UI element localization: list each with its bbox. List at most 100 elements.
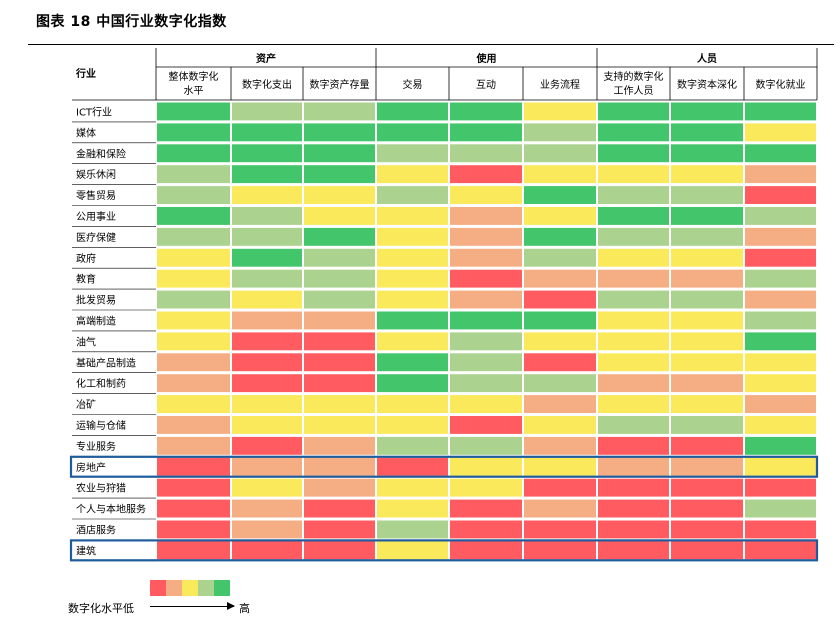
heatmap-cell — [304, 541, 375, 560]
legend-swatch-3 — [182, 580, 198, 596]
heatmap-cell — [304, 332, 375, 351]
heatmap-cell — [304, 248, 375, 267]
heatmap-cell — [232, 520, 302, 539]
heatmap-cell — [598, 541, 669, 560]
heatmap-cell — [304, 416, 375, 434]
heatmap-cell — [304, 144, 375, 163]
heatmap-cell — [232, 311, 302, 330]
heatmap-cell — [598, 353, 669, 372]
heatmap-cell — [598, 144, 669, 163]
heatmap-cell — [598, 478, 669, 497]
column-label: 数字化就业 — [756, 78, 806, 91]
heatmap-cell — [598, 290, 669, 309]
heatmap-cell — [745, 374, 816, 393]
heatmap-cell — [304, 290, 375, 309]
heatmap-cell — [671, 499, 743, 518]
heatmap-cell — [157, 374, 230, 393]
heatmap-cell — [232, 395, 302, 413]
heatmap-cell — [598, 186, 669, 204]
heatmap-cell — [745, 457, 816, 476]
heatmap-cell — [450, 374, 522, 393]
heatmap-cell — [450, 102, 522, 121]
heatmap-cell — [671, 541, 743, 560]
heatmap-cell — [157, 227, 230, 246]
heatmap-cell — [232, 227, 302, 246]
heatmap-cell — [157, 457, 230, 476]
heatmap-cell — [745, 353, 816, 372]
row-label: 教育 — [76, 273, 96, 286]
heatmap-cell — [232, 353, 302, 372]
row-label: 冶矿 — [76, 398, 96, 411]
row-label: 医疗保健 — [76, 231, 116, 244]
column-label: 支持的数字化 — [604, 70, 664, 83]
heatmap-cell — [745, 102, 816, 121]
heatmap-cell — [671, 332, 743, 351]
heatmap-cell — [745, 269, 816, 288]
heatmap-cell — [524, 499, 596, 518]
heatmap-cell — [671, 248, 743, 267]
heatmap-cell — [671, 311, 743, 330]
legend-arrow — [150, 602, 235, 610]
heatmap-cell — [377, 248, 448, 267]
heatmap-cell — [377, 144, 448, 163]
heatmap-cell — [232, 457, 302, 476]
heatmap-cell — [671, 520, 743, 539]
heatmap-cell — [745, 520, 816, 539]
heatmap-cell — [745, 416, 816, 434]
heatmap-cell — [377, 102, 448, 121]
heatmap-cell — [232, 102, 302, 121]
heatmap-cell — [671, 165, 743, 184]
heatmap-cell — [157, 520, 230, 539]
row-label: 零售贸易 — [76, 189, 116, 202]
chart-title: 图表 18 中国行业数字化指数 — [36, 14, 227, 30]
heatmap-cell — [745, 499, 816, 518]
heatmap-cell — [232, 144, 302, 163]
heatmap-cell — [232, 207, 302, 225]
legend-swatches — [150, 580, 230, 596]
heatmap-cell — [450, 395, 522, 413]
row-label: 酒店服务 — [76, 524, 116, 537]
heatmap-cell — [598, 165, 669, 184]
row-label: 媒体 — [76, 127, 96, 139]
heatmap-cell — [157, 269, 230, 288]
heatmap-cell — [524, 123, 596, 142]
heatmap-cell — [304, 311, 375, 330]
heatmap-cell — [304, 395, 375, 413]
heatmap-cell — [598, 520, 669, 539]
heatmap-cell — [524, 395, 596, 413]
heatmap-cell — [304, 499, 375, 518]
heatmap-cell — [598, 332, 669, 351]
row-label: 个人与本地服务 — [76, 503, 146, 516]
heatmap-cell — [671, 227, 743, 246]
row-label: 高端制造 — [76, 315, 116, 328]
heatmap-cell — [377, 478, 448, 497]
heatmap-cell — [671, 457, 743, 476]
heatmap-cell — [377, 311, 448, 330]
title-rule — [28, 44, 834, 45]
column-group-label: 人员 — [697, 52, 717, 65]
column-label: 互动 — [476, 79, 496, 91]
heatmap-cell — [304, 520, 375, 539]
row-label: 娱乐休闲 — [76, 168, 116, 181]
heatmap-cell — [232, 248, 302, 267]
heatmap-cell — [157, 102, 230, 121]
heatmap-cell — [377, 123, 448, 142]
heatmap-cell — [377, 416, 448, 434]
heatmap-cell — [377, 353, 448, 372]
heatmap-cell — [598, 227, 669, 246]
heatmap-cell — [745, 186, 816, 204]
heatmap-cell — [232, 416, 302, 434]
heatmap-cell — [157, 353, 230, 372]
heatmap-cell — [377, 186, 448, 204]
legend-low-label: 数字化水平低 — [68, 602, 134, 615]
heatmap-cell — [671, 436, 743, 455]
heatmap-cell — [598, 207, 669, 225]
heatmap-cell — [450, 457, 522, 476]
heatmap-cell — [671, 144, 743, 163]
row-label: 政府 — [76, 252, 96, 265]
heatmap-cell — [157, 144, 230, 163]
heatmap-cell — [232, 269, 302, 288]
heatmap-cell — [524, 290, 596, 309]
heatmap-cell — [598, 436, 669, 455]
